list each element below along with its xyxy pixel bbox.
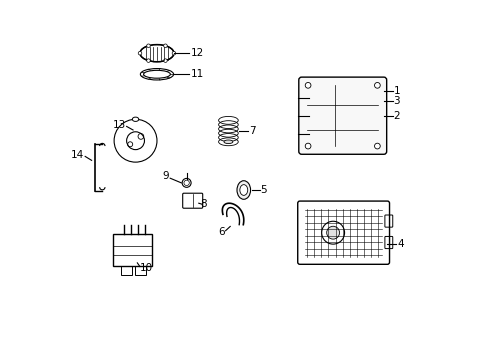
FancyBboxPatch shape [298,77,386,154]
Circle shape [163,44,167,48]
Ellipse shape [240,185,247,195]
Circle shape [374,82,380,88]
Circle shape [163,59,167,62]
Text: 9: 9 [163,171,169,181]
Circle shape [305,82,310,88]
Circle shape [321,221,344,244]
Text: 14: 14 [71,150,84,160]
Ellipse shape [237,181,250,199]
Text: 4: 4 [396,239,403,249]
Circle shape [138,51,142,55]
Circle shape [326,226,339,239]
Text: 6: 6 [218,227,224,237]
Text: 5: 5 [260,185,266,195]
Text: 10: 10 [140,262,153,273]
Circle shape [146,59,150,62]
Text: 3: 3 [393,96,399,107]
Text: 12: 12 [190,48,204,58]
Ellipse shape [224,140,232,144]
Text: 7: 7 [249,126,256,136]
Circle shape [374,143,380,149]
Text: 11: 11 [190,69,204,79]
Text: 1: 1 [393,86,399,96]
Circle shape [305,143,310,149]
Circle shape [172,51,175,55]
Text: 8: 8 [200,199,206,209]
Circle shape [146,44,150,48]
Ellipse shape [132,117,139,121]
Text: 13: 13 [112,120,125,130]
Text: 2: 2 [393,111,399,121]
